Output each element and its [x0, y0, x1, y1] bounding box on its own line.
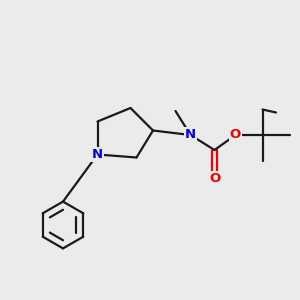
- Text: O: O: [209, 172, 220, 185]
- Text: N: N: [92, 148, 103, 161]
- Text: O: O: [230, 128, 241, 142]
- Text: N: N: [185, 128, 196, 142]
